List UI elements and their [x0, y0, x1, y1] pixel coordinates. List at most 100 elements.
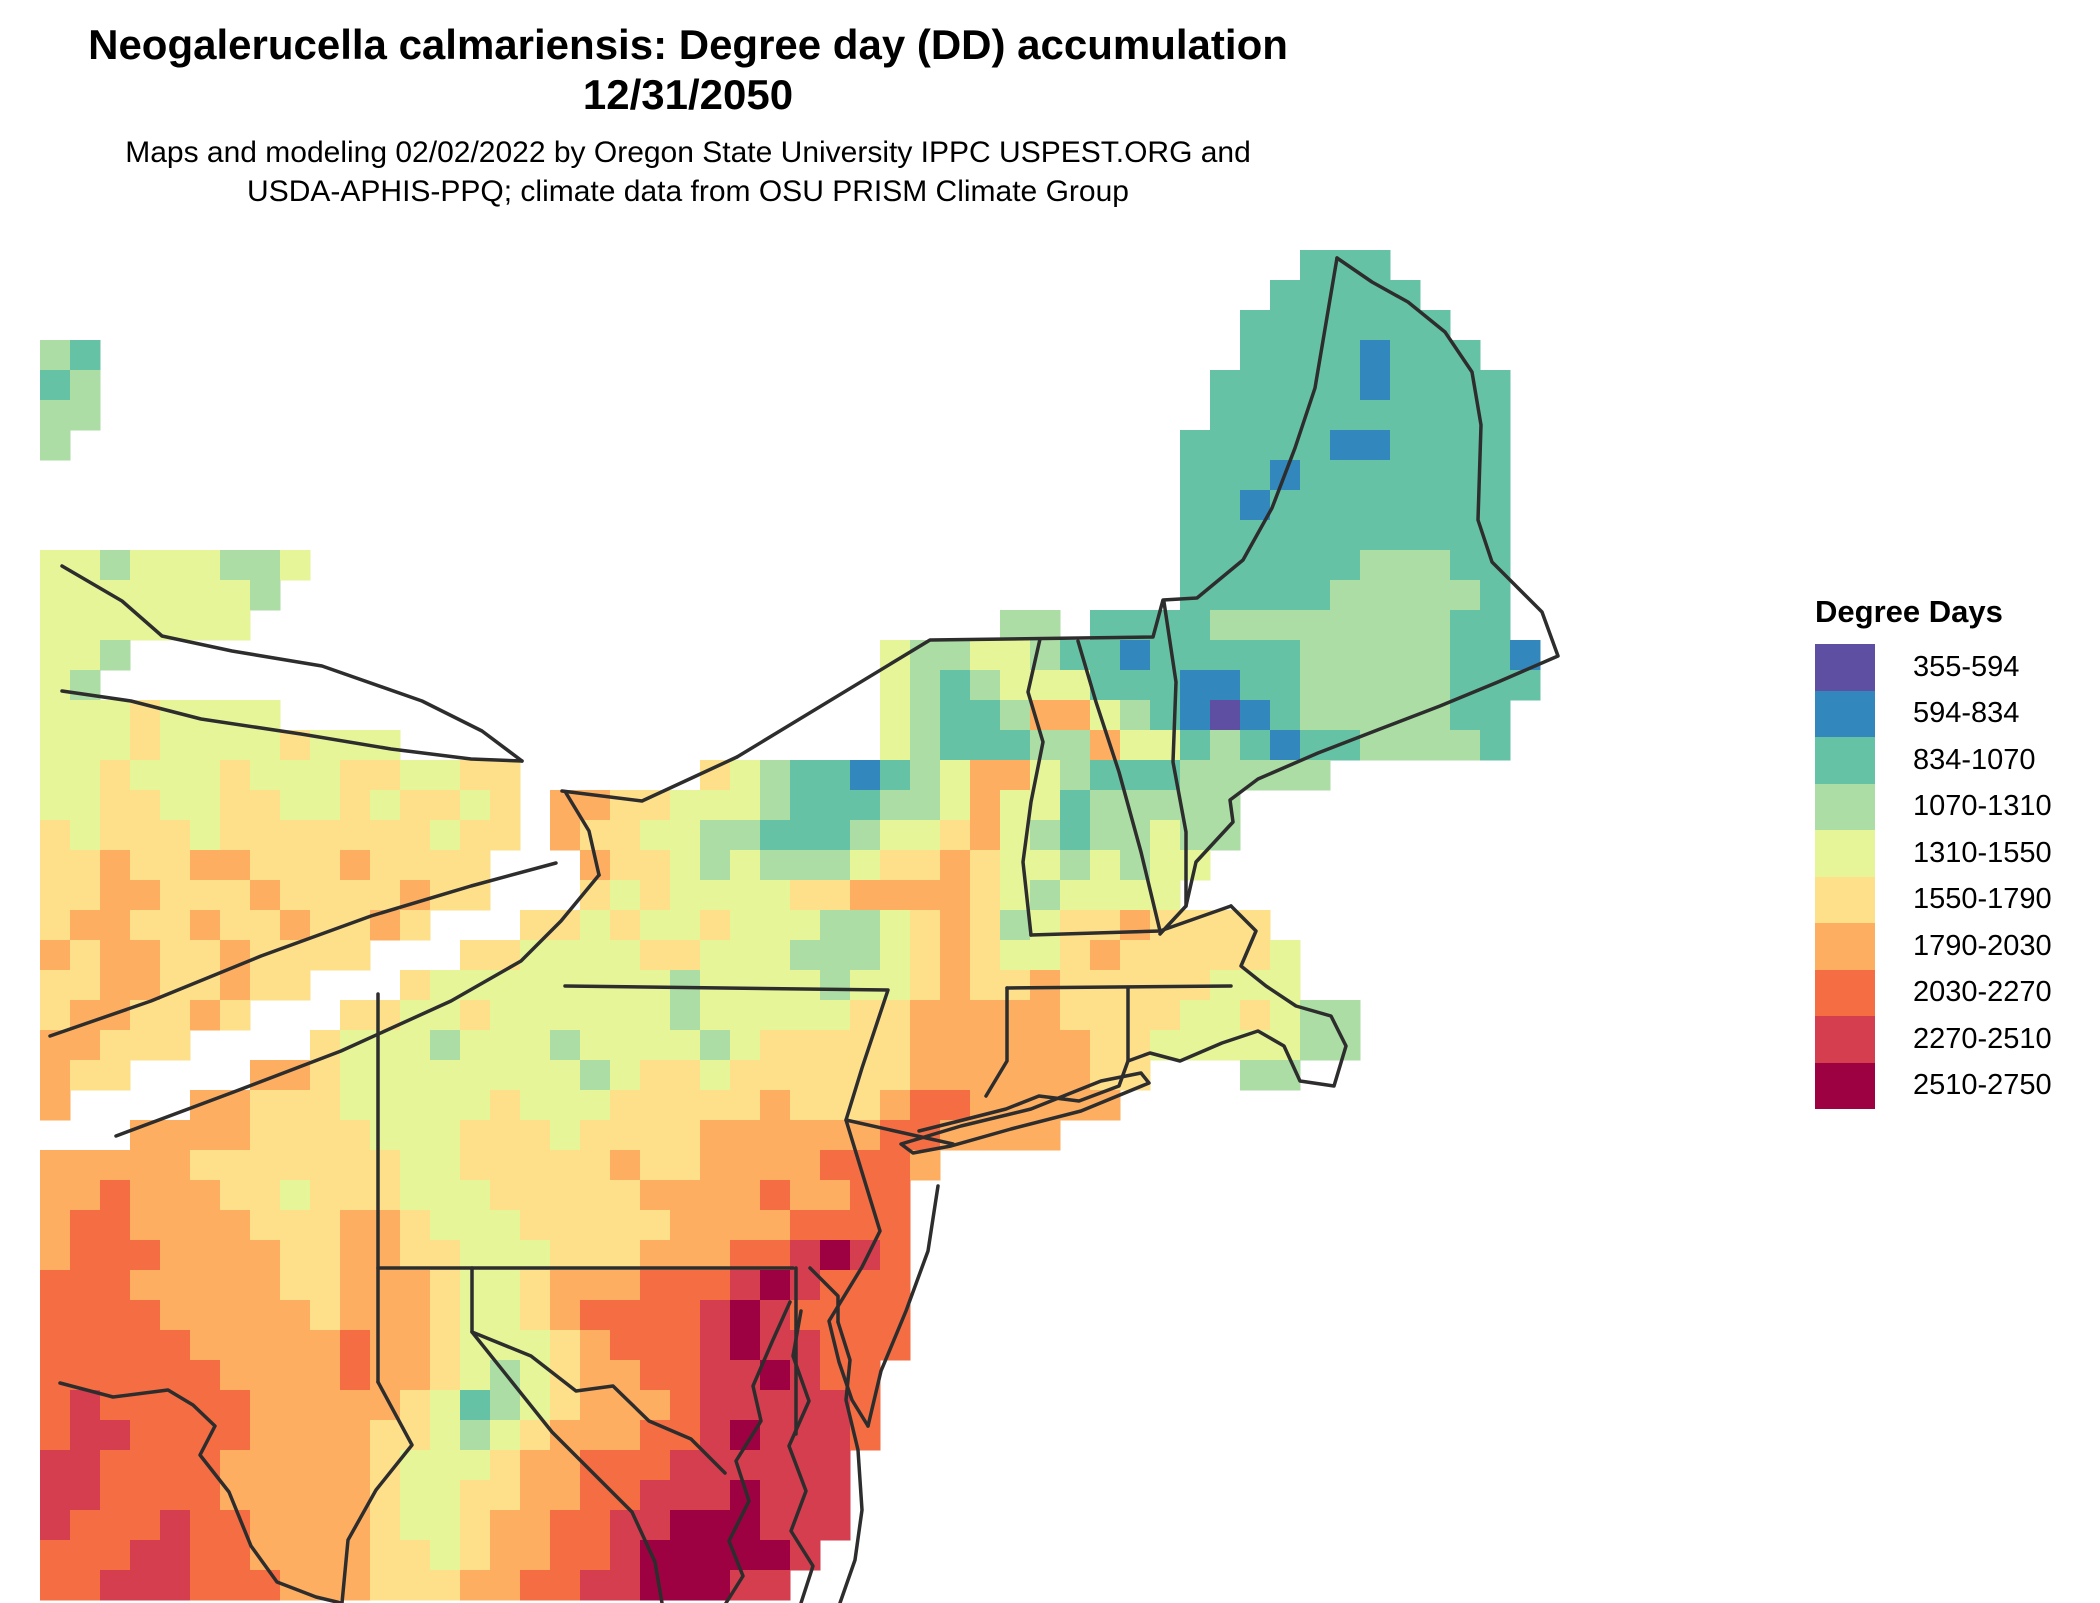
raster-cell	[310, 940, 341, 971]
raster-cell	[40, 730, 71, 761]
raster-cell	[520, 1000, 551, 1031]
raster-cell	[1180, 1000, 1211, 1031]
raster-cell	[220, 1120, 251, 1151]
raster-cell	[1000, 910, 1031, 941]
raster-cell	[100, 1450, 131, 1481]
boundary-line	[844, 1118, 955, 1146]
raster-cell	[430, 970, 461, 1001]
raster-cell	[1270, 610, 1301, 641]
raster-cell	[730, 1570, 761, 1601]
raster-cell	[130, 1030, 161, 1061]
raster-cell	[190, 1240, 221, 1271]
legend: Degree Days 355-594 594-834 834-1070 1070-1…	[1815, 594, 2095, 1109]
raster-cell	[670, 970, 701, 1001]
raster-cell	[940, 1000, 971, 1031]
map-title: Neogalerucella calmariensis: Degree day …	[88, 21, 1288, 68]
raster-cell	[70, 610, 101, 641]
raster-cell	[190, 1270, 221, 1301]
raster-cell	[70, 1150, 101, 1181]
raster-cell	[40, 910, 71, 941]
raster-cell	[1450, 700, 1481, 731]
raster-cell	[760, 1540, 791, 1571]
raster-cell	[130, 1330, 161, 1361]
raster-cell	[340, 1120, 371, 1151]
map-subtitle: Maps and modeling 02/02/2022 by Oregon S…	[0, 133, 1376, 211]
raster-cell	[310, 1120, 341, 1151]
raster-cell	[490, 1090, 521, 1121]
raster-cell	[220, 730, 251, 761]
boundary-line	[984, 986, 1009, 1098]
legend-swatch	[1815, 1062, 1875, 1109]
raster-cell	[970, 790, 1001, 821]
raster-cell	[430, 1300, 461, 1331]
raster-cell	[880, 820, 911, 851]
raster-cell	[760, 1180, 791, 1211]
raster-cell	[40, 430, 71, 461]
raster-cell	[1300, 670, 1331, 701]
raster-cell	[160, 1180, 191, 1211]
raster-cell	[1360, 580, 1391, 611]
raster-cell	[640, 1060, 671, 1091]
raster-cell	[40, 400, 71, 431]
raster-cell	[460, 1180, 491, 1211]
raster-cell	[70, 1210, 101, 1241]
raster-cell	[640, 1510, 671, 1541]
raster-cell	[190, 940, 221, 971]
raster-cell	[340, 1090, 371, 1121]
raster-cell	[820, 970, 851, 1001]
raster-cell	[310, 1210, 341, 1241]
raster-cell	[400, 1540, 431, 1571]
raster-cell	[1270, 760, 1301, 791]
raster-cell	[790, 820, 821, 851]
raster-cell	[190, 910, 221, 941]
header: Neogalerucella calmariensis: Degree day …	[0, 20, 1376, 211]
raster-cell	[400, 760, 431, 791]
raster-cell	[40, 790, 71, 821]
raster-cell	[730, 1000, 761, 1031]
raster-cell	[700, 1000, 731, 1031]
raster-cell	[940, 790, 971, 821]
raster-cell	[1270, 580, 1301, 611]
raster-cell	[70, 1180, 101, 1211]
raster-cell	[760, 1390, 791, 1421]
raster-cell	[700, 1240, 731, 1271]
raster-cell	[370, 1150, 401, 1181]
legend-label: 2510-2750	[1913, 1069, 2052, 1102]
raster-cell	[1210, 460, 1241, 491]
raster-cell	[520, 1270, 551, 1301]
raster-cell	[190, 1300, 221, 1331]
raster-cell	[760, 1240, 791, 1271]
raster-cell	[490, 1120, 521, 1151]
raster-cell	[100, 880, 131, 911]
raster-cell	[1300, 490, 1331, 521]
raster-cell	[670, 1480, 701, 1511]
raster-cell	[130, 1150, 161, 1181]
raster-cell	[190, 820, 221, 851]
raster-cell	[1180, 700, 1211, 731]
boundary-line	[1029, 904, 1233, 937]
raster-cell	[100, 850, 131, 881]
raster-cell	[1420, 430, 1451, 461]
raster-cell	[190, 1570, 221, 1601]
raster-cell	[250, 1510, 281, 1541]
raster-cell	[1360, 640, 1391, 671]
raster-cell	[1300, 460, 1331, 491]
raster-cell	[340, 1300, 371, 1331]
legend-label: 355-594	[1913, 650, 2020, 683]
raster-cell	[340, 760, 371, 791]
raster-cell	[1420, 550, 1451, 581]
raster-cell	[1300, 520, 1331, 551]
raster-cell	[490, 1270, 521, 1301]
raster-cell	[100, 820, 131, 851]
raster-cell	[70, 340, 101, 371]
raster-cell	[760, 1450, 791, 1481]
raster-cell	[460, 1570, 491, 1601]
raster-cell	[400, 1300, 431, 1331]
raster-cell	[40, 1420, 71, 1451]
raster-cell	[1030, 670, 1061, 701]
raster-cell	[130, 580, 161, 611]
raster-cell	[1030, 730, 1061, 761]
raster-cell	[1210, 370, 1241, 401]
raster-cell	[100, 1360, 131, 1391]
raster-cell	[940, 940, 971, 971]
